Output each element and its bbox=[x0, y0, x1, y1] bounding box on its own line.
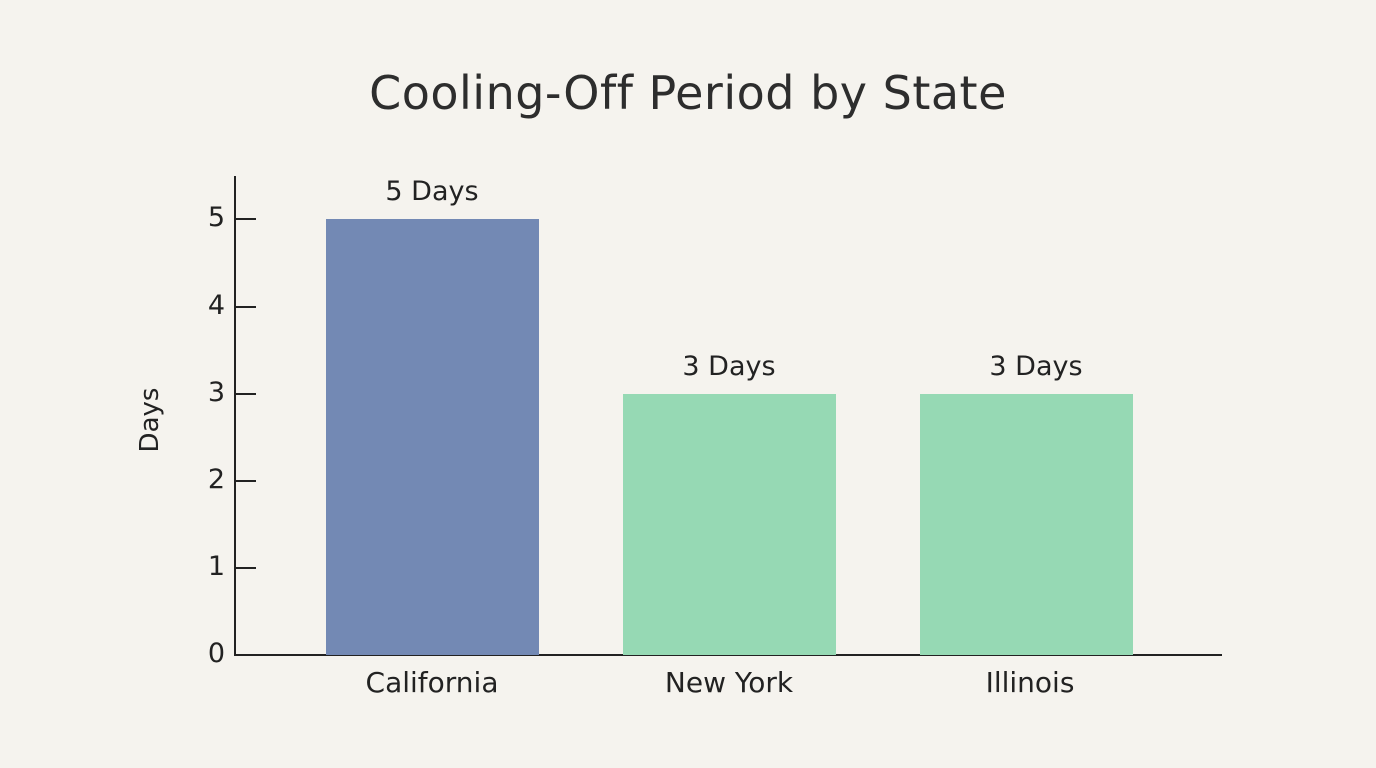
y-tick-1 bbox=[236, 567, 256, 569]
x-category-label: California bbox=[365, 666, 499, 699]
y-axis-line bbox=[234, 176, 236, 656]
y-tick-5 bbox=[236, 218, 256, 220]
x-category-label: New York bbox=[664, 666, 794, 699]
y-tick-3 bbox=[236, 393, 256, 395]
chart-title: Cooling-Off Period by State bbox=[369, 66, 1007, 120]
y-tick-label: 3 bbox=[207, 377, 225, 408]
bar-illinois bbox=[920, 394, 1133, 655]
bar-new-york bbox=[623, 394, 836, 655]
bar-value-label: 3 Days bbox=[682, 351, 776, 382]
bar-california bbox=[326, 219, 539, 655]
x-axis-line bbox=[234, 654, 1222, 656]
y-axis-label: Days bbox=[135, 387, 165, 453]
bar-value-label: 5 Days bbox=[385, 176, 479, 207]
y-tick-label: 5 bbox=[207, 202, 225, 233]
y-tick-4 bbox=[236, 306, 256, 308]
y-tick-label: 2 bbox=[207, 464, 225, 495]
bar-value-label: 3 Days bbox=[989, 351, 1083, 382]
y-tick-label: 4 bbox=[207, 290, 225, 321]
x-category-label: Illinois bbox=[985, 666, 1075, 699]
y-tick-2 bbox=[236, 480, 256, 482]
y-tick-label: 0 bbox=[207, 638, 225, 669]
y-tick-label: 1 bbox=[207, 551, 225, 582]
